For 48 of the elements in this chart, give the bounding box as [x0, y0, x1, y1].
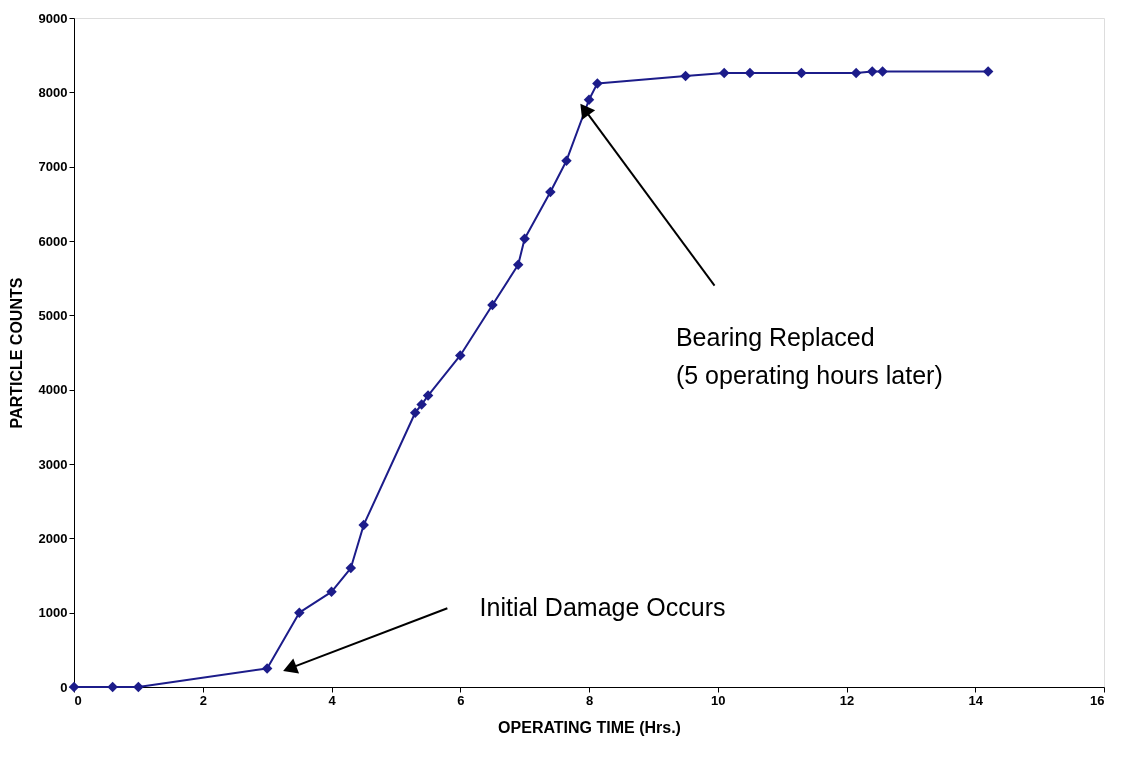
x-tick-label: 8 — [585, 692, 594, 708]
y-tick-label: 3000 — [38, 456, 68, 472]
point — [583, 94, 595, 106]
y-tick-label: 0 — [60, 679, 68, 695]
point — [409, 407, 421, 418]
point — [345, 562, 357, 574]
point — [796, 67, 807, 79]
y-tick-label: 6000 — [38, 233, 68, 249]
point — [877, 66, 888, 77]
y-tick-label: 5000 — [38, 307, 68, 323]
x-tick-label: 0 — [74, 692, 82, 708]
y-tick-label: 7000 — [38, 159, 68, 175]
point — [326, 586, 337, 598]
y-axis-title: PARTICLE COUNTS — [7, 277, 25, 429]
point — [982, 66, 994, 77]
point — [718, 67, 730, 79]
x-tick-label: 14 — [968, 692, 984, 708]
point — [358, 519, 369, 531]
x-axis-title: OPERATING TIME (Hrs.) — [498, 718, 681, 736]
x-tick-label: 10 — [711, 692, 726, 708]
point — [592, 78, 603, 89]
point — [512, 259, 524, 271]
x-tick-label: 4 — [328, 692, 337, 708]
x-tick-label: 12 — [839, 692, 855, 708]
x-tick-label: 16 — [1090, 692, 1105, 708]
point — [294, 607, 305, 618]
y-tick-label: 4000 — [38, 382, 68, 398]
annotation: Initial Damage Occurs — [479, 593, 726, 622]
point — [455, 350, 466, 361]
point — [487, 299, 498, 311]
point — [107, 681, 118, 693]
point — [416, 399, 427, 410]
point — [261, 663, 273, 674]
y-tick-label: 1000 — [38, 605, 68, 621]
y-tick-label: 2000 — [38, 530, 68, 546]
x-tick-label: 2 — [199, 692, 207, 708]
point — [545, 186, 556, 198]
point — [133, 681, 144, 693]
annotation: Bearing Replaced (5 operating hours later) — [675, 322, 943, 389]
point — [519, 233, 530, 245]
y-tick-label: 9000 — [38, 10, 68, 26]
point — [68, 681, 80, 693]
point — [561, 155, 572, 166]
point — [680, 70, 691, 82]
y-tick-label: 8000 — [38, 84, 68, 100]
point — [867, 66, 878, 77]
x-tick-label: 6 — [457, 692, 465, 708]
point — [422, 390, 434, 401]
